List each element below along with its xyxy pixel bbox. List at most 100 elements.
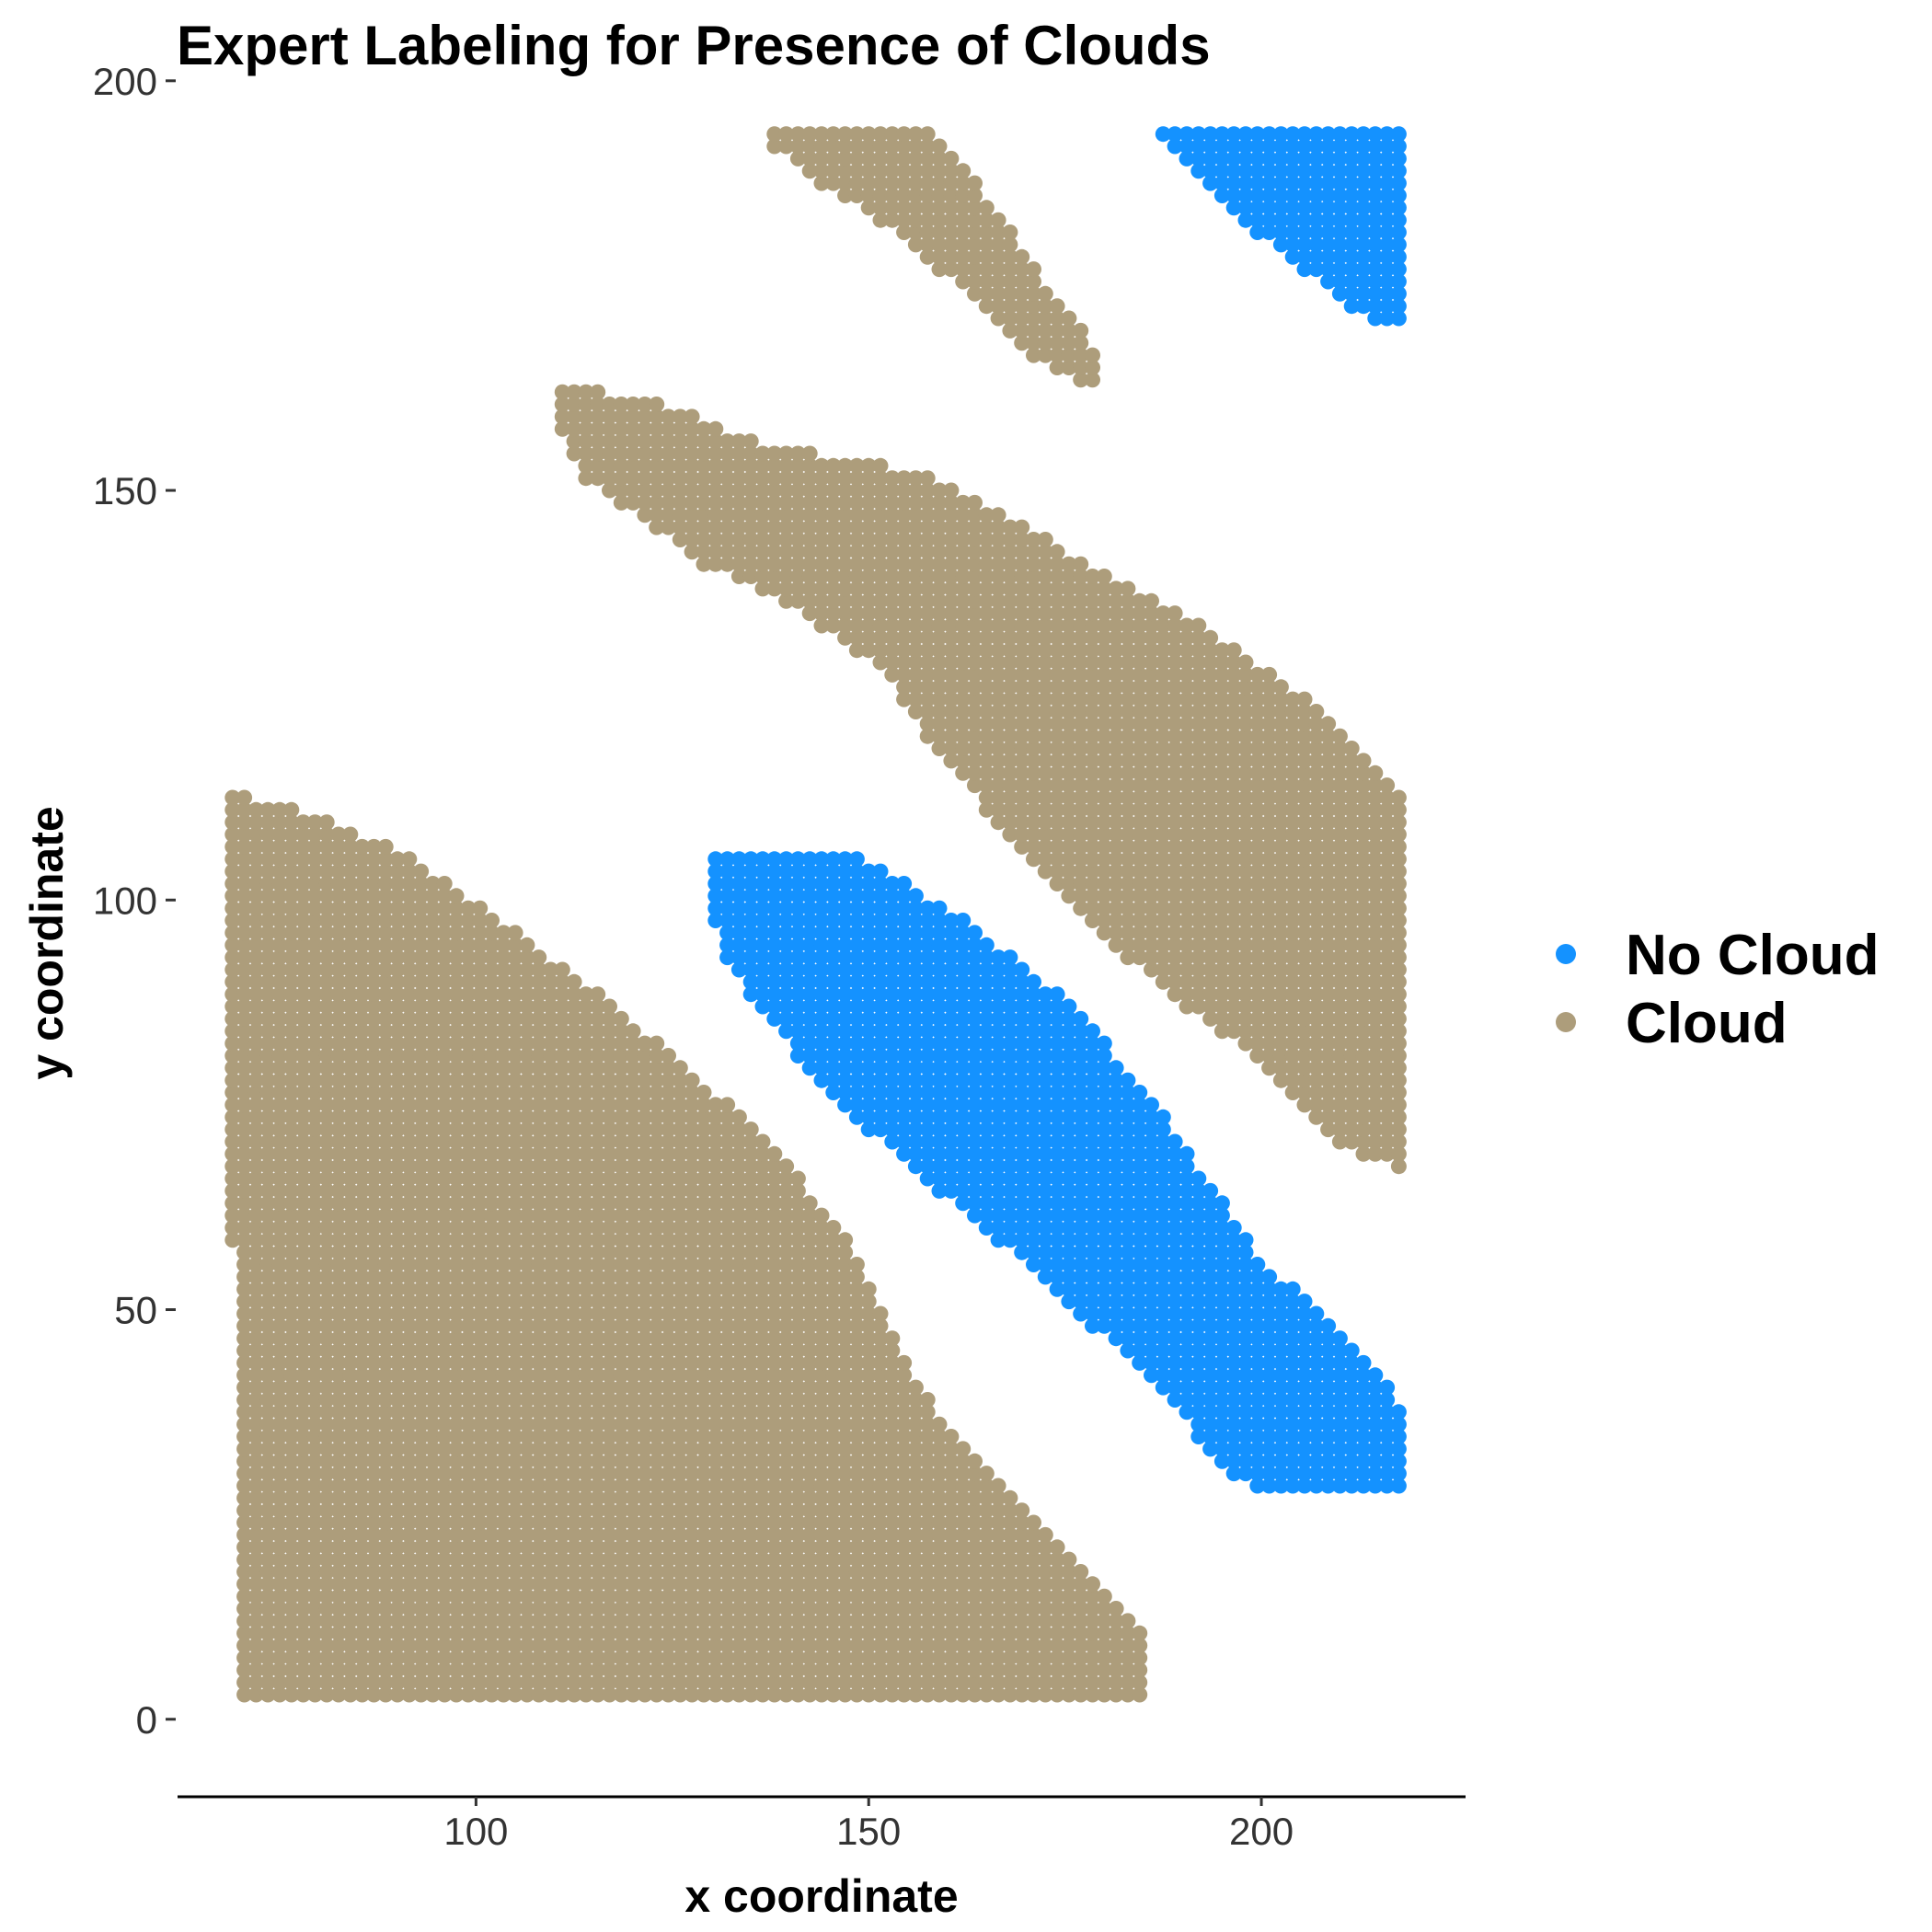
data-point <box>837 863 854 880</box>
data-point <box>719 1650 736 1666</box>
data-point <box>754 1195 771 1212</box>
data-point <box>484 1354 500 1371</box>
data-point <box>543 1392 558 1408</box>
data-point <box>377 1674 394 1691</box>
data-point <box>1061 1220 1077 1236</box>
data-point <box>424 1588 441 1604</box>
data-point <box>484 1588 500 1604</box>
data-point <box>578 1441 594 1457</box>
data-point <box>719 1526 736 1543</box>
data-point <box>271 1257 288 1272</box>
data-point <box>448 1330 465 1347</box>
data-point <box>590 1429 606 1444</box>
data-point <box>318 1662 335 1678</box>
data-point <box>813 949 830 966</box>
data-point <box>1320 175 1337 191</box>
data-point <box>1331 1453 1348 1469</box>
data-point <box>507 1121 523 1138</box>
data-point <box>472 1035 489 1052</box>
data-point <box>1320 1478 1337 1494</box>
data-point <box>1120 1257 1136 1272</box>
data-point <box>283 1305 300 1322</box>
data-point <box>730 1551 747 1568</box>
data-point <box>613 1441 629 1457</box>
data-point <box>519 1145 535 1162</box>
data-point <box>1179 1158 1195 1175</box>
data-point <box>519 1269 535 1285</box>
data-point <box>259 900 276 916</box>
data-point <box>730 1257 747 1272</box>
data-point <box>637 1502 653 1519</box>
data-point <box>825 1257 842 1272</box>
data-point <box>1037 1232 1053 1248</box>
data-point <box>236 826 253 843</box>
data-point <box>860 1121 877 1138</box>
data-point <box>389 1613 406 1629</box>
data-point <box>365 1502 382 1519</box>
data-point <box>1202 1416 1219 1432</box>
data-point <box>342 1145 359 1162</box>
data-point <box>1367 126 1384 143</box>
data-point <box>484 1613 500 1629</box>
data-point <box>424 900 441 916</box>
data-point <box>531 1367 547 1384</box>
data-point <box>247 998 264 1015</box>
data-point <box>919 949 936 966</box>
data-point <box>990 1232 1006 1248</box>
data-point <box>719 913 736 928</box>
data-point <box>484 1478 500 1494</box>
data-point <box>1202 1379 1219 1396</box>
data-point <box>789 851 806 868</box>
data-point <box>1343 1466 1360 1482</box>
data-point <box>1190 1281 1207 1297</box>
data-point <box>1132 1232 1148 1248</box>
data-point <box>649 1195 665 1212</box>
data-point <box>1249 1367 1266 1384</box>
data-point <box>531 1392 547 1408</box>
data-point <box>295 1072 312 1088</box>
data-point <box>789 1269 806 1285</box>
data-point <box>531 1305 547 1322</box>
data-point <box>578 1232 594 1248</box>
data-point <box>860 961 877 978</box>
data-point <box>519 998 535 1015</box>
data-point <box>754 876 771 891</box>
data-point <box>472 1158 489 1175</box>
data-point <box>1202 1392 1219 1408</box>
data-point <box>495 1010 512 1027</box>
data-point <box>519 1650 535 1666</box>
data-point <box>578 1195 594 1212</box>
data-point <box>1237 1379 1254 1396</box>
data-point <box>295 1478 312 1494</box>
data-point <box>389 1650 406 1666</box>
data-point <box>978 998 995 1015</box>
data-point <box>1379 1379 1396 1396</box>
data-point <box>1284 1317 1301 1334</box>
data-point <box>259 1269 276 1285</box>
data-point <box>283 1453 300 1469</box>
data-point <box>696 1281 712 1297</box>
data-point <box>672 1207 688 1224</box>
data-point <box>507 1305 523 1322</box>
data-point <box>543 1379 558 1396</box>
data-point <box>1132 1281 1148 1297</box>
data-point <box>295 1502 312 1519</box>
data-point <box>389 937 406 953</box>
data-point <box>295 1060 312 1076</box>
data-point <box>684 1269 700 1285</box>
data-point <box>990 1207 1006 1224</box>
data-point <box>365 1207 382 1224</box>
data-point <box>1061 1294 1077 1310</box>
data-point <box>578 1416 594 1432</box>
data-point <box>719 1330 736 1347</box>
data-point <box>247 949 264 966</box>
data-point <box>661 1195 676 1212</box>
data-point <box>801 1441 818 1457</box>
data-point <box>436 1638 453 1654</box>
data-point <box>507 1502 523 1519</box>
data-point <box>342 1453 359 1469</box>
data-point <box>306 863 323 880</box>
data-point <box>354 1674 371 1691</box>
data-point <box>354 1551 371 1568</box>
data-point <box>283 1429 300 1444</box>
